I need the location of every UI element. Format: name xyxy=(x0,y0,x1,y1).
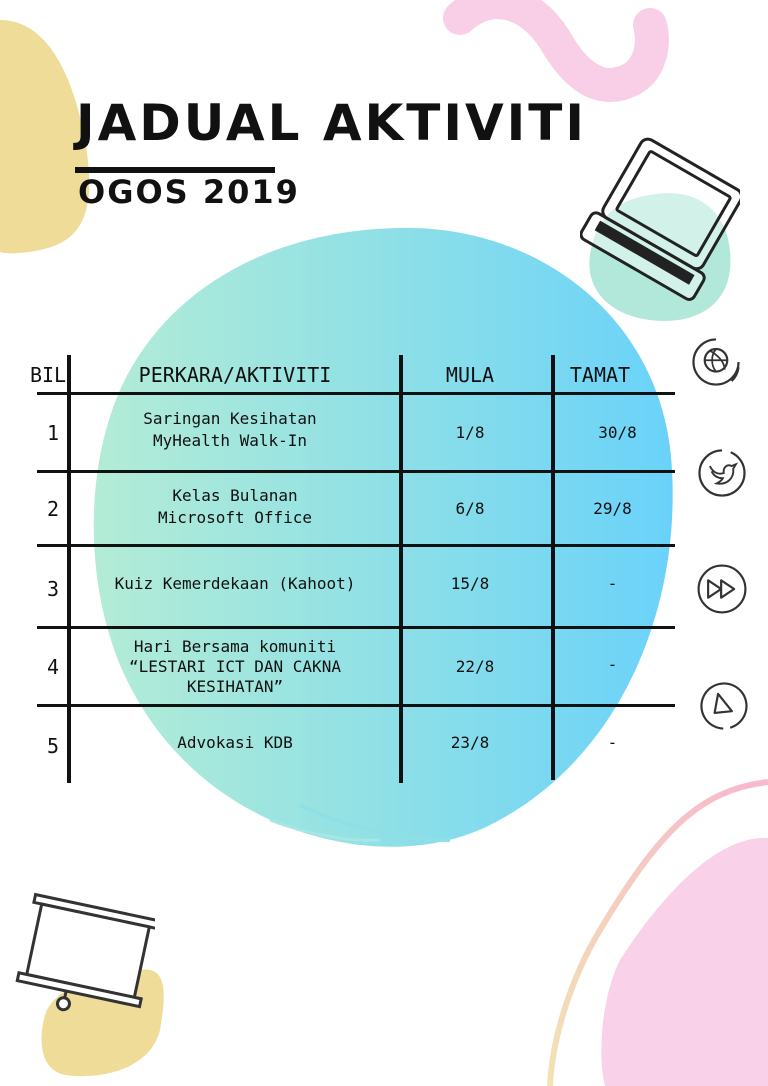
pink-squiggle xyxy=(443,0,669,102)
page-title: JADUAL AKTIVITI xyxy=(76,94,587,152)
laptop-icon xyxy=(580,137,740,301)
projector-screen-icon xyxy=(15,892,155,1012)
fast-forward-icon[interactable] xyxy=(696,563,748,615)
page-subtitle: OGOS 2019 xyxy=(78,173,300,211)
pink-blob-bottom-right xyxy=(601,837,768,1086)
title-underline xyxy=(75,167,275,173)
yellow-blob-top-left xyxy=(0,20,90,254)
gradient-curve xyxy=(547,779,768,1086)
paint-splash xyxy=(93,227,673,847)
dribbble-icon[interactable] xyxy=(690,336,742,388)
play-triangle-icon[interactable] xyxy=(699,680,751,732)
twitter-icon[interactable] xyxy=(696,447,748,499)
